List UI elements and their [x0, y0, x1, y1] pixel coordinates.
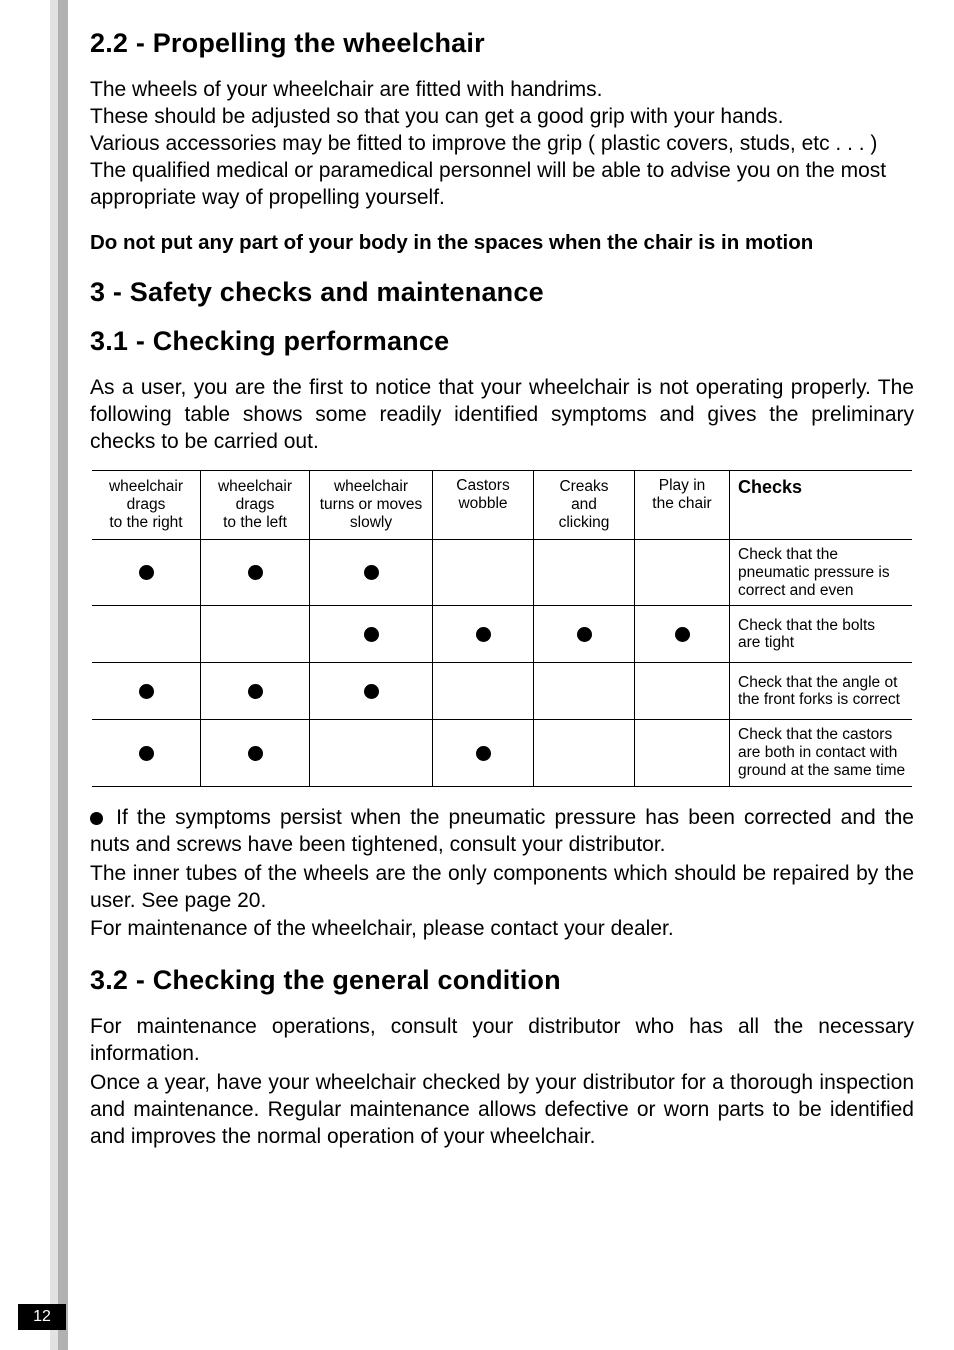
th-col3: wheelchair turns or moves slowly	[310, 471, 433, 540]
heading-3: 3 - Safety checks and maintenance	[90, 277, 914, 308]
dot-cell	[201, 540, 310, 606]
page-number: 12	[18, 1304, 66, 1330]
dot-cell	[310, 540, 433, 606]
dot-cell	[92, 663, 201, 720]
dot-cell	[433, 606, 534, 663]
after-table-para1: If the symptoms persist when the pneumat…	[90, 805, 914, 859]
dot-cell	[635, 540, 730, 606]
dot-cell	[433, 663, 534, 720]
dot-icon	[476, 746, 491, 761]
dot-icon	[364, 684, 379, 699]
dot-cell	[534, 720, 635, 786]
dot-cell	[635, 606, 730, 663]
table-row: Check that the pneumatic pressure is cor…	[92, 540, 912, 606]
dot-cell	[433, 720, 534, 786]
left-accent-light	[50, 0, 58, 1350]
para-2-2: The wheels of your wheelchair are fitted…	[90, 77, 914, 211]
dot-cell	[534, 540, 635, 606]
para-3-2-a: For maintenance operations, consult your…	[90, 1014, 914, 1068]
table-row: Check that the angle ot the front forks …	[92, 663, 912, 720]
checks-table: wheelchair drags to the right wheelchair…	[92, 470, 912, 787]
dot-cell	[635, 663, 730, 720]
th-col5: Creaks and clicking	[534, 471, 635, 540]
dot-cell	[635, 720, 730, 786]
dot-icon	[364, 565, 379, 580]
dot-cell	[534, 663, 635, 720]
para-3-1: As a user, you are the first to notice t…	[90, 375, 914, 456]
dot-icon	[139, 746, 154, 761]
dot-icon	[248, 565, 263, 580]
table-body: Check that the pneumatic pressure is cor…	[92, 540, 912, 787]
dot-cell	[201, 663, 310, 720]
dot-cell	[92, 540, 201, 606]
dot-cell	[310, 720, 433, 786]
th-col4: Castors wobble	[433, 471, 534, 540]
dot-cell	[310, 663, 433, 720]
heading-3-2: 3.2 - Checking the general condition	[90, 965, 914, 996]
heading-3-1: 3.1 - Checking performance	[90, 326, 914, 357]
table-row: Check that the castors are both in conta…	[92, 720, 912, 786]
check-text: Check that the pneumatic pressure is cor…	[730, 540, 913, 606]
dot-cell	[201, 606, 310, 663]
table-row: Check that the bolts are tight	[92, 606, 912, 663]
dot-icon	[248, 684, 263, 699]
bold-warning: Do not put any part of your body in the …	[90, 231, 914, 255]
para-3-2-b: Once a year, have your wheelchair checke…	[90, 1070, 914, 1151]
table-header-row: wheelchair drags to the right wheelchair…	[92, 471, 912, 540]
bullet-dot-icon	[90, 812, 103, 825]
th-checks: Checks	[730, 471, 913, 540]
dot-icon	[139, 684, 154, 699]
dot-icon	[577, 627, 592, 642]
th-col6: Play in the chair	[635, 471, 730, 540]
dot-cell	[310, 606, 433, 663]
dot-icon	[364, 627, 379, 642]
dot-cell	[433, 540, 534, 606]
left-accent-dark	[58, 0, 68, 1350]
dot-cell	[201, 720, 310, 786]
after-table-para3: For maintenance of the wheelchair, pleas…	[90, 916, 914, 943]
after-table-text1: If the symptoms persist when the pneumat…	[90, 806, 914, 856]
dot-cell	[534, 606, 635, 663]
dot-cell	[92, 606, 201, 663]
dot-cell	[92, 720, 201, 786]
dot-icon	[139, 565, 154, 580]
dot-icon	[675, 627, 690, 642]
after-table-para2: The inner tubes of the wheels are the on…	[90, 861, 914, 915]
check-text: Check that the castors are both in conta…	[730, 720, 913, 786]
check-text: Check that the angle ot the front forks …	[730, 663, 913, 720]
dot-icon	[476, 627, 491, 642]
check-text: Check that the bolts are tight	[730, 606, 913, 663]
th-col2: wheelchair drags to the left	[201, 471, 310, 540]
heading-2-2: 2.2 - Propelling the wheelchair	[90, 28, 914, 59]
page: 2.2 - Propelling the wheelchair The whee…	[0, 0, 954, 1350]
th-col1: wheelchair drags to the right	[92, 471, 201, 540]
dot-icon	[248, 746, 263, 761]
